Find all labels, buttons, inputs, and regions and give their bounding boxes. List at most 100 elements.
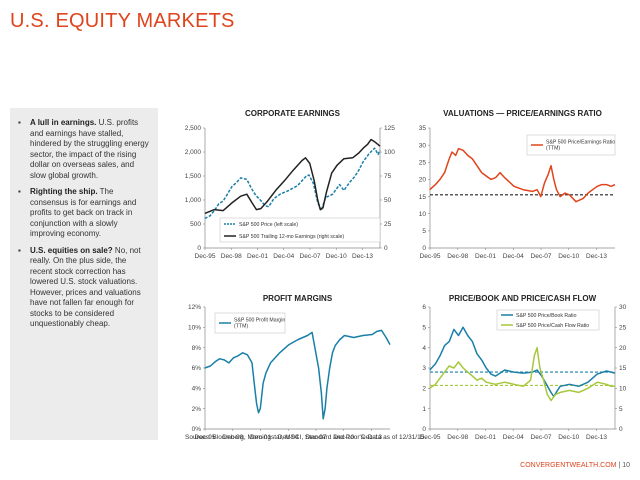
y-tick-label: 35 <box>419 125 427 132</box>
series-line <box>429 147 616 203</box>
bullet-body: The consensus is for earnings and profit… <box>30 187 137 238</box>
y-tick-label: 500 <box>190 221 201 228</box>
y-tick-label: 15 <box>419 194 427 201</box>
y-tick-label: 20 <box>419 177 427 184</box>
x-tick-label: Dec-04 <box>278 434 299 441</box>
y-tick-label: 10 <box>419 211 427 218</box>
x-tick-label: Dec-04 <box>273 253 294 260</box>
bullet-item: U.S. equities on sale? No, not really. O… <box>18 246 150 330</box>
legend-box <box>214 312 286 334</box>
x-tick-label: Dec-10 <box>558 253 579 260</box>
x-tick-label: Dec-04 <box>503 253 524 260</box>
y-tick-label: 1,500 <box>185 173 202 180</box>
profit-margins-chart: PROFIT MARGINS 0% 2% 4% 6% 8% 10% 12% Dec-95 Dec-… <box>188 294 391 441</box>
page-number: | 10 <box>618 462 630 469</box>
x-tick-label: Dec-07 <box>300 253 321 260</box>
bullet-item: A lull in earnings. U.S. profits and ear… <box>18 118 150 181</box>
x-tick-label: Dec-07 <box>306 434 327 441</box>
bullet-body: U.S. profits and earnings have stalled, … <box>30 118 149 180</box>
valuations-chart: VALUATIONS — PRICE/EARNINGS RATIO 0 5 10 15 2… <box>419 109 616 260</box>
x-tick-label: Dec-01 <box>475 434 496 441</box>
x-tick-label: Dec-13 <box>361 434 382 441</box>
y2-tick-label: 100 <box>384 149 395 156</box>
bullet-head: U.S. equities on sale? <box>30 245 113 255</box>
y-tick-label: 0 <box>422 245 426 252</box>
sidebar-summary: A lull in earnings. U.S. profits and ear… <box>10 108 158 440</box>
y-tick-label: 8% <box>192 345 202 352</box>
y-tick-label: 4% <box>192 386 202 393</box>
x-tick-label: Dec-01 <box>250 434 271 441</box>
y2-tick-label: 30 <box>619 304 627 311</box>
x-tick-label: Dec-13 <box>352 253 373 260</box>
y-tick-label: 25 <box>419 159 427 166</box>
y2-tick-label: 25 <box>619 325 627 332</box>
x-tick-label: Dec-98 <box>222 434 243 441</box>
series-line <box>204 138 381 215</box>
y-tick-label: 5 <box>422 228 426 235</box>
x-tick-label: Dec-95 <box>420 434 441 441</box>
x-tick-label: Dec-98 <box>447 434 468 441</box>
series-line <box>429 326 616 398</box>
legend-box <box>219 217 381 243</box>
chart-title: PRICE/BOOK AND PRICE/CASH FLOW <box>449 294 597 303</box>
legend-label-line: (TTM) <box>234 324 248 330</box>
bullet-body: No, not really. On the plus side, the re… <box>30 245 141 329</box>
y-tick-label: 2% <box>192 406 202 413</box>
corporate-earnings-chart: CORPORATE EARNINGS05001,0001,5002,0002,5… <box>185 109 396 260</box>
y2-tick-label: 5 <box>619 406 623 413</box>
x-tick-label: Dec-07 <box>531 253 552 260</box>
legend-label: S&P 500 Price (left scale) <box>239 222 298 228</box>
bullet-head: A lull in earnings. <box>30 118 97 127</box>
brand-link[interactable]: CONVERGENTWEALTH.COM <box>520 462 617 469</box>
bullet-head: Righting the ship. <box>30 187 98 196</box>
y-tick-label: 12% <box>188 304 201 311</box>
y-tick-label: 2,000 <box>185 149 202 156</box>
y2-tick-label: 125 <box>384 125 395 132</box>
y2-tick-label: 20 <box>619 345 627 352</box>
y2-tick-label: 15 <box>619 365 627 372</box>
series-line <box>204 329 391 420</box>
x-tick-label: Dec-07 <box>531 434 552 441</box>
y-tick-label: 6 <box>422 304 426 311</box>
legend-box <box>526 134 616 156</box>
y2-tick-label: 75 <box>384 173 392 180</box>
series-line <box>204 147 381 220</box>
y-tick-label: 1 <box>422 406 426 413</box>
y-tick-label: 0 <box>422 426 426 433</box>
x-tick-label: Dec-95 <box>195 253 216 260</box>
x-tick-label: Dec-98 <box>221 253 242 260</box>
legend-box <box>496 309 600 331</box>
legend-label: S&P 500 Price/Book Ratio <box>516 313 577 319</box>
series-line <box>429 346 615 402</box>
y2-tick-label: 50 <box>384 197 392 204</box>
legend-label: S&P 500 Profit Margin (TTM) <box>234 318 285 330</box>
y-tick-label: 2,500 <box>185 125 202 132</box>
legend-label: S&P 500 Trailing 12-mo Earnings (right s… <box>239 234 344 240</box>
y2-tick-label: 0 <box>619 426 623 433</box>
legend-label-line: S&P 500 Price/Earnings Ratio <box>546 140 615 146</box>
source-note: Sources: Bloomberg, Morningstar, MSCI, S… <box>185 434 427 441</box>
legend-label: S&P 500 Price/Earnings Ratio (TTM) <box>546 140 615 152</box>
price-book-cashflow-chart: PRICE/BOOK AND PRICE/CASH FLOW 0 1 2 3 4 5 6 0 5 1… <box>420 294 627 441</box>
x-tick-label: Dec-10 <box>333 434 354 441</box>
x-tick-label: Dec-01 <box>475 253 496 260</box>
y-tick-label: 4 <box>422 345 426 352</box>
y-tick-label: 0 <box>197 245 201 252</box>
bullet-list: A lull in earnings. U.S. profits and ear… <box>18 118 150 330</box>
y2-tick-label: 25 <box>384 221 392 228</box>
y-tick-label: 30 <box>419 142 427 149</box>
x-tick-label: Dec-04 <box>503 434 524 441</box>
x-tick-label: Dec-95 <box>420 253 441 260</box>
x-tick-label: Dec-98 <box>447 253 468 260</box>
x-tick-label: Dec-95 <box>195 434 216 441</box>
x-tick-label: Dec-01 <box>247 253 268 260</box>
footer-brand: CONVERGENTWEALTH.COM | 10 <box>520 462 630 469</box>
y-tick-label: 6% <box>192 365 202 372</box>
y-tick-label: 5 <box>422 325 426 332</box>
x-tick-label: Dec-13 <box>586 434 607 441</box>
bullet-item: Righting the ship. The consensus is for … <box>18 187 150 240</box>
y2-tick-label: 10 <box>619 386 627 393</box>
y-tick-label: 2 <box>422 386 426 393</box>
legend-label: S&P 500 Price/Cash Flow Ratio <box>516 323 589 329</box>
y2-tick-label: 0 <box>384 245 388 252</box>
